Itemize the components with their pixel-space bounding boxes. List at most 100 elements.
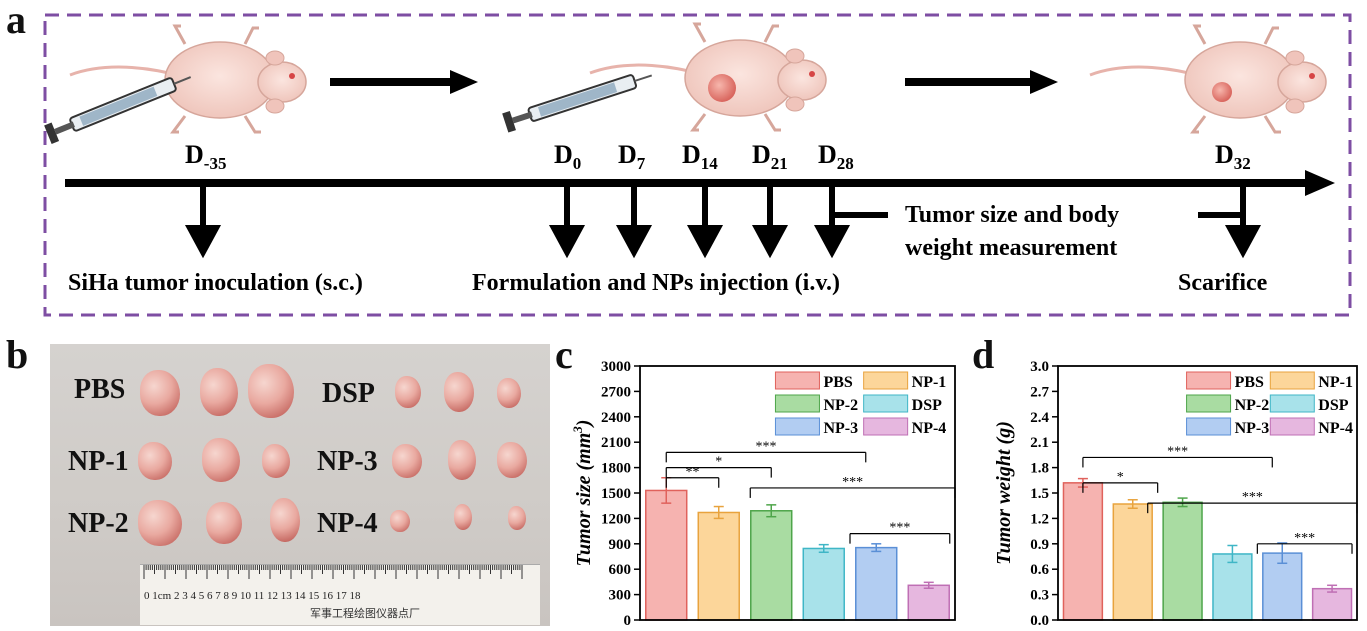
tumor-weight-chart: Tumor weight (g) 0.0 0.3 0.6 0.9 1.2 1.5 1.8 2.1… — [993, 359, 1358, 629]
y-tick-label: 1.5 — [1030, 486, 1049, 502]
y-tick-label: 1.2 — [1030, 511, 1049, 527]
panel-label-a: a — [6, 0, 26, 42]
sig-label: * — [1117, 470, 1124, 485]
tumor-sample — [392, 444, 422, 478]
day-label-7: D7 — [618, 140, 646, 173]
legend-swatch — [1269, 371, 1315, 390]
measurement-text-2: weight measurement — [905, 235, 1117, 261]
legend-swatch — [863, 394, 909, 413]
sig-label: *** — [842, 475, 863, 490]
bar — [645, 489, 688, 621]
dashed-border — [43, 13, 1352, 317]
y-tick-label: 3.0 — [1030, 359, 1049, 375]
legend-swatch — [1186, 394, 1232, 413]
sig-label: *** — [1242, 490, 1263, 505]
day-label-21: D21 — [752, 140, 788, 173]
timeline-schematic: D-35 D0 D7 D14 D21 D28 D32 SiHa tumor in… — [43, 13, 1352, 317]
tumor-sample — [202, 438, 240, 482]
y-tick-label: 2400 — [601, 410, 631, 426]
tumor-sample — [248, 364, 294, 418]
mouse-icon-3 — [1088, 24, 1328, 134]
legend-label: PBS — [823, 374, 852, 391]
y-tick-label: 600 — [609, 562, 632, 578]
day-label-m35: D-35 — [185, 140, 226, 173]
day-label-32: D32 — [1215, 140, 1251, 173]
legend-swatch — [1186, 371, 1232, 390]
injection-text: Formulation and NPs injection (i.v.) — [472, 270, 840, 296]
bar — [802, 547, 845, 621]
y-axis-label: Tumor size (mm3) — [570, 420, 595, 567]
mouse-icon-2 — [588, 22, 828, 132]
bar — [750, 510, 793, 621]
y-tick-label: 3000 — [601, 359, 631, 375]
legend-swatch — [774, 417, 820, 436]
legend-label: NP-3 — [1235, 420, 1270, 437]
ruler: 0 1cm 2 3 4 5 6 7 8 9 10 11 12 13 14 15 … — [140, 564, 540, 625]
tumor-sample — [262, 444, 290, 478]
sig-label: *** — [1167, 444, 1188, 459]
measurement-text-1: Tumor size and body — [905, 202, 1119, 228]
y-tick-label: 0.9 — [1030, 537, 1049, 553]
legend-label: NP-1 — [1318, 374, 1353, 391]
tumor-sample — [448, 440, 476, 480]
syringe-icon-2 — [501, 64, 656, 134]
y-tick-label: 2.7 — [1030, 384, 1049, 400]
y-tick-label: 1500 — [601, 486, 631, 502]
tumor-sample — [508, 506, 526, 530]
tumor-sample — [454, 504, 472, 530]
tumor-sample — [497, 442, 527, 478]
photo-label-dsp: DSP — [322, 378, 375, 409]
legend-label: NP-2 — [1235, 397, 1270, 414]
legend-label: NP-1 — [912, 374, 947, 391]
y-tick-label: 0.3 — [1030, 588, 1049, 604]
day-label-14: D14 — [682, 140, 718, 173]
legend-swatch — [774, 394, 820, 413]
tumor-sample — [206, 502, 242, 544]
sig-label: *** — [1294, 531, 1315, 546]
bar — [697, 511, 740, 621]
bar — [1062, 482, 1104, 621]
tumor-sample — [200, 368, 238, 416]
photo-label-np1: NP-1 — [68, 446, 129, 477]
y-tick-label: 900 — [609, 537, 632, 553]
tumor-sample — [138, 442, 172, 480]
photo-label-np3: NP-3 — [317, 446, 378, 477]
y-tick-label: 2700 — [601, 384, 631, 400]
bar — [1162, 501, 1203, 621]
legend-swatch — [863, 371, 909, 390]
tumor-sample — [390, 510, 410, 532]
tumor-sample — [138, 500, 182, 546]
tumor-photo: PBS DSP NP-1 NP-3 NP-2 NP-4 0 1cm 2 3 4 … — [50, 344, 550, 626]
sig-label: * — [715, 455, 722, 470]
bar — [1212, 553, 1253, 621]
y-tick-label: 300 — [609, 588, 632, 604]
bar — [907, 584, 950, 621]
ruler-print: 军事工程绘图仪器点厂 — [310, 606, 420, 620]
day-label-0: D0 — [554, 140, 581, 173]
bar — [855, 546, 898, 621]
panel-label-b: b — [6, 332, 29, 377]
tumor-sample — [444, 372, 474, 412]
legend-swatch — [1186, 417, 1232, 436]
legend-label: DSP — [912, 397, 942, 414]
y-tick-label: 2.4 — [1030, 410, 1049, 426]
y-tick-label: 1800 — [601, 461, 631, 477]
y-tick-label: 0.0 — [1030, 613, 1049, 629]
bar — [1112, 503, 1153, 621]
plot-frame — [1057, 365, 1358, 621]
sacrifice-text: Scarifice — [1178, 270, 1268, 296]
legend-swatch — [1269, 394, 1315, 413]
y-tick-label: 2100 — [601, 435, 631, 451]
legend-label: DSP — [1318, 397, 1348, 414]
legend-label: NP-4 — [912, 420, 947, 437]
legend-label: PBS — [1235, 374, 1264, 391]
panel-label-c: c — [555, 332, 573, 377]
inoculation-text: SiHa tumor inoculation (s.c.) — [68, 270, 363, 296]
y-tick-label: 1.8 — [1030, 461, 1049, 477]
legend-label: NP-2 — [823, 397, 858, 414]
legend-label: NP-4 — [1318, 420, 1353, 437]
photo-label-np2: NP-2 — [68, 508, 129, 539]
tumor-sample — [395, 376, 421, 408]
bar — [1311, 587, 1353, 621]
down-arrows — [184, 187, 1262, 259]
